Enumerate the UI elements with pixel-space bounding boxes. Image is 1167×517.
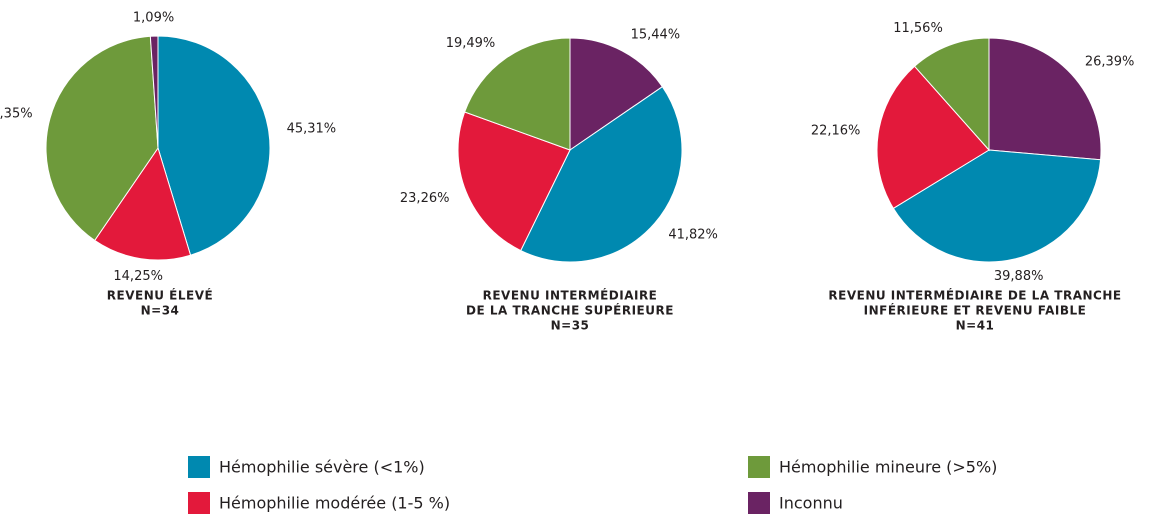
pie-slice bbox=[569, 37, 664, 151]
data-label: 41,82% bbox=[668, 228, 718, 243]
chart-title: N=41 bbox=[956, 319, 995, 333]
pie-slice bbox=[892, 149, 1102, 263]
data-label: 39,88% bbox=[994, 269, 1044, 284]
data-label: 22,16% bbox=[811, 123, 861, 138]
data-label: 45,31% bbox=[287, 121, 337, 136]
chart-title: REVENU ÉLEVÉ bbox=[107, 288, 213, 303]
legend-swatch bbox=[748, 456, 770, 478]
legend-swatch bbox=[188, 456, 210, 478]
pie-slice bbox=[149, 35, 159, 149]
pie-slice bbox=[520, 85, 683, 263]
data-label: 15,44% bbox=[631, 27, 681, 42]
pie-slice bbox=[876, 65, 990, 210]
data-label: 23,26% bbox=[400, 191, 450, 206]
data-label: 39,35% bbox=[0, 106, 33, 121]
pie-slice bbox=[464, 37, 571, 151]
legend-label: Inconnu bbox=[779, 494, 843, 513]
pie-slice bbox=[988, 37, 1102, 161]
pie-slice bbox=[45, 35, 159, 242]
pie-slice bbox=[457, 111, 571, 252]
pie-slice bbox=[913, 37, 990, 152]
chart-title: N=35 bbox=[551, 319, 590, 333]
data-label: 14,25% bbox=[113, 269, 163, 284]
chart-title: REVENU INTERMÉDIAIRE bbox=[483, 288, 658, 303]
chart-title: REVENU INTERMÉDIAIRE DE LA TRANCHE bbox=[828, 288, 1121, 303]
data-label: 26,39% bbox=[1085, 55, 1135, 70]
data-label: 1,09% bbox=[133, 11, 174, 26]
chart-title: INFÉRIEURE ET REVENU FAIBLE bbox=[864, 303, 1087, 318]
pie-slice bbox=[157, 35, 271, 256]
data-label: 19,49% bbox=[446, 36, 496, 51]
legend-swatch bbox=[748, 492, 770, 514]
legend-label: Hémophilie mineure (>5%) bbox=[779, 458, 997, 477]
pie-slice bbox=[94, 146, 192, 261]
legend-swatch bbox=[188, 492, 210, 514]
chart-title: N=34 bbox=[141, 304, 180, 318]
chart-title: DE LA TRANCHE SUPÉRIEURE bbox=[466, 303, 674, 318]
legend-label: Hémophilie sévère (<1%) bbox=[219, 458, 425, 477]
legend-label: Hémophilie modérée (1-5 %) bbox=[219, 494, 450, 513]
data-label: 11,56% bbox=[893, 21, 943, 36]
